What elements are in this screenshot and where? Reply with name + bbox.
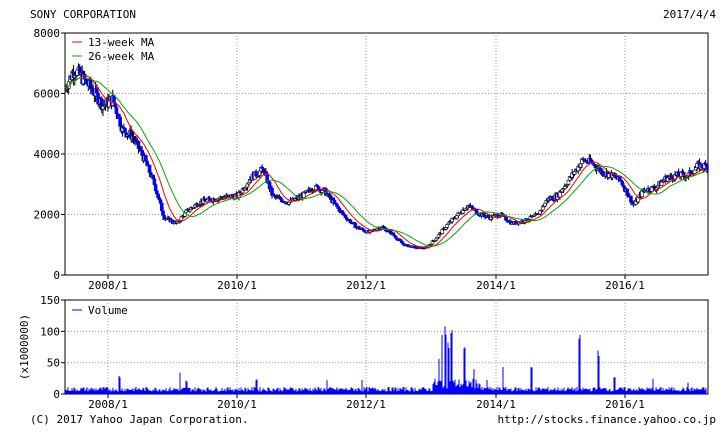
y-tick-label: 2000 [34,209,61,222]
candle-down [267,181,272,190]
x-tick-label: 2012/1 [346,279,386,292]
candle-down [152,178,157,185]
y-tick-label: 100 [40,325,60,338]
legend-volume: Volume [88,304,128,317]
legend-ma26: 26-week MA [88,50,155,63]
volume-axis-label: (x1000000) [18,314,31,380]
candle-down [332,199,337,204]
x-tick-label: 2016/1 [605,398,645,411]
x-tick-label: 2016/1 [605,279,645,292]
candle-down [155,190,159,195]
y-tick-label: 6000 [34,88,61,101]
y-tick-label: 8000 [34,27,61,40]
y-tick-label: 50 [47,357,60,370]
x-tick-label: 2008/1 [88,279,128,292]
x-tick-label: 2014/1 [476,398,516,411]
volume-legend: Volume [72,304,128,317]
chart-date: 2017/4/4 [663,8,716,21]
volume-panel: 0 50 100 150 2008/1 2010/1 2012/1 2014/1 2016/1… [18,294,709,411]
candle-down [123,128,127,134]
y-tick-label: 150 [40,294,60,307]
x-tick-label: 2008/1 [88,398,128,411]
volume-bars [65,326,707,394]
price-candles [64,63,709,250]
legend-ma13: 13-week MA [88,36,155,49]
x-tick-label: 2010/1 [217,279,257,292]
x-tick-label: 2014/1 [476,279,516,292]
ma26-path [64,77,707,247]
candle-up [445,224,449,228]
x-tick-label: 2012/1 [346,398,386,411]
price-legend: 13-week MA 26-week MA [72,36,155,63]
footer-url-link[interactable]: http://stocks.finance.yahoo.co.jp [497,413,716,426]
ma26-line [64,77,707,247]
price-panel: 0 2000 4000 6000 8000 2008/1 2010/1 2012/1 2014… [34,27,709,292]
candle-down [625,188,630,196]
y-tick-label: 0 [53,388,60,401]
y-tick-label: 4000 [34,148,61,161]
y-tick-label: 0 [53,269,60,282]
x-tick-label: 2010/1 [217,398,257,411]
footer-copyright: (C) 2017 Yahoo Japan Corporation. [30,413,249,426]
chart-title: SONY CORPORATION [30,8,136,21]
candle-down [618,176,622,181]
candle-down [157,197,162,201]
candle-down [270,187,274,196]
